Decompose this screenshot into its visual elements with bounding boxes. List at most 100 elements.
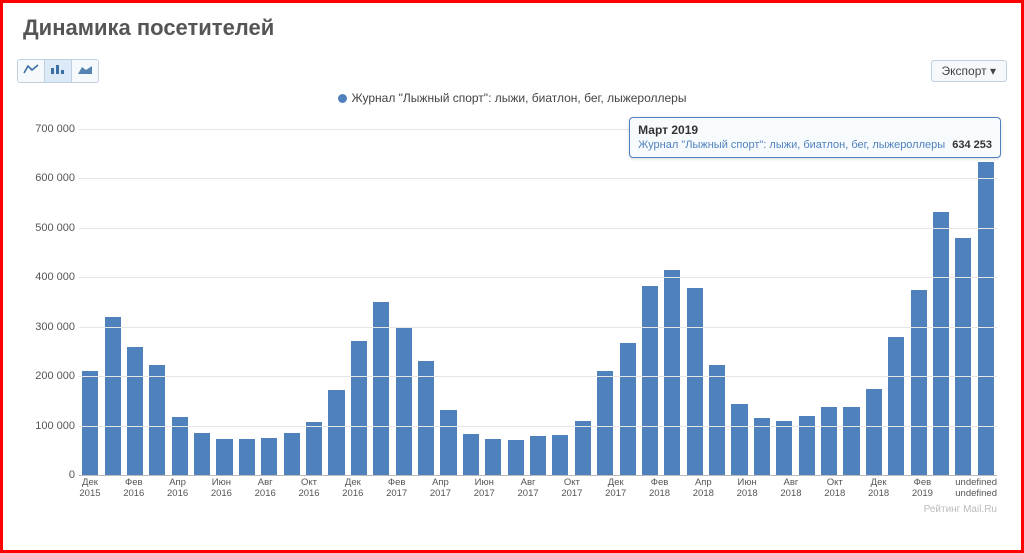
bar[interactable] bbox=[888, 337, 904, 475]
bar[interactable] bbox=[955, 238, 971, 475]
x-axis-label: Дек2015 bbox=[79, 477, 101, 499]
x-axis-label: Окт2018 bbox=[824, 477, 846, 499]
bar-slot bbox=[303, 129, 325, 475]
bar-slot bbox=[840, 129, 862, 475]
bar-slot bbox=[482, 129, 504, 475]
bar[interactable] bbox=[843, 407, 859, 475]
bar-slot bbox=[549, 129, 571, 475]
x-axis-label: undefinedundefined bbox=[955, 477, 997, 499]
bar-slot bbox=[370, 129, 392, 475]
x-axis-label: Июн2016 bbox=[210, 477, 232, 499]
bar[interactable] bbox=[687, 288, 703, 475]
bar-slot bbox=[124, 129, 146, 475]
x-axis-label bbox=[583, 477, 605, 499]
bar[interactable] bbox=[530, 436, 546, 475]
bar[interactable] bbox=[731, 404, 747, 475]
x-axis-label bbox=[189, 477, 211, 499]
bar[interactable] bbox=[440, 410, 456, 475]
bar[interactable] bbox=[933, 212, 949, 475]
bar[interactable] bbox=[194, 433, 210, 476]
bar[interactable] bbox=[463, 434, 479, 475]
bar-slot bbox=[392, 129, 414, 475]
export-button[interactable]: Экспорт ▾ bbox=[931, 60, 1007, 82]
bar-slot bbox=[258, 129, 280, 475]
x-axis-label: Авг2017 bbox=[517, 477, 539, 499]
gridline bbox=[79, 277, 997, 278]
line-icon bbox=[23, 62, 39, 80]
bar[interactable] bbox=[866, 389, 882, 476]
bar[interactable] bbox=[776, 421, 792, 475]
bar-slot bbox=[661, 129, 683, 475]
bar[interactable] bbox=[821, 407, 837, 475]
bar[interactable] bbox=[597, 371, 613, 475]
x-axis-label bbox=[758, 477, 780, 499]
legend-dot bbox=[338, 94, 347, 103]
bar[interactable] bbox=[127, 347, 143, 475]
bars-container bbox=[79, 129, 997, 475]
y-axis-label: 300 000 bbox=[21, 321, 75, 333]
bar[interactable] bbox=[105, 317, 121, 475]
bar[interactable] bbox=[216, 439, 232, 475]
tooltip: Март 2019 Журнал "Лыжный спорт": лыжи, б… bbox=[629, 117, 1001, 158]
chart-type-switch bbox=[17, 59, 99, 83]
bar[interactable] bbox=[508, 440, 524, 475]
tooltip-title: Март 2019 bbox=[638, 123, 992, 137]
bar-slot bbox=[460, 129, 482, 475]
bar[interactable] bbox=[82, 371, 98, 475]
bar[interactable] bbox=[664, 270, 680, 475]
bar[interactable] bbox=[485, 439, 501, 475]
bar[interactable] bbox=[575, 421, 591, 475]
bar[interactable] bbox=[239, 439, 255, 475]
bar-slot bbox=[728, 129, 750, 475]
y-axis-label: 500 000 bbox=[21, 222, 75, 234]
y-axis-label: 200 000 bbox=[21, 370, 75, 382]
legend-label: Журнал "Лыжный спорт": лыжи, биатлон, бе… bbox=[352, 91, 687, 105]
tooltip-value: 634 253 bbox=[952, 139, 992, 151]
x-axis-label bbox=[408, 477, 430, 499]
bar[interactable] bbox=[418, 361, 434, 475]
bar[interactable] bbox=[978, 162, 994, 476]
bar-slot bbox=[415, 129, 437, 475]
gridline bbox=[79, 426, 997, 427]
bar[interactable] bbox=[620, 343, 636, 475]
bar[interactable] bbox=[306, 422, 322, 475]
x-axis-label: Дек2018 bbox=[868, 477, 890, 499]
bar[interactable] bbox=[642, 286, 658, 475]
x-axis-label bbox=[495, 477, 517, 499]
x-axis-label bbox=[451, 477, 473, 499]
bar[interactable] bbox=[709, 365, 725, 475]
bar[interactable] bbox=[552, 435, 568, 475]
x-axis-label: Дек2016 bbox=[342, 477, 364, 499]
bar-slot bbox=[527, 129, 549, 475]
bar-slot bbox=[751, 129, 773, 475]
bar-slot bbox=[773, 129, 795, 475]
bar[interactable] bbox=[261, 438, 277, 475]
line-icon-button[interactable] bbox=[18, 60, 45, 82]
x-axis-label bbox=[802, 477, 824, 499]
x-axis-label: Фев2016 bbox=[123, 477, 145, 499]
bar[interactable] bbox=[754, 418, 770, 475]
bar-icon-button[interactable] bbox=[45, 60, 72, 82]
bar[interactable] bbox=[328, 390, 344, 476]
y-axis-label: 0 bbox=[21, 469, 75, 481]
bar[interactable] bbox=[396, 328, 412, 475]
x-axis-label bbox=[320, 477, 342, 499]
x-axis-label: Фев2019 bbox=[911, 477, 933, 499]
area-icon-button[interactable] bbox=[72, 60, 98, 82]
bar-slot bbox=[684, 129, 706, 475]
bar-slot bbox=[325, 129, 347, 475]
bar[interactable] bbox=[149, 365, 165, 475]
bar[interactable] bbox=[373, 302, 389, 475]
x-axis-label bbox=[714, 477, 736, 499]
bar[interactable] bbox=[351, 341, 367, 475]
x-axis-label bbox=[933, 477, 955, 499]
bar[interactable] bbox=[911, 290, 927, 475]
bar-slot bbox=[616, 129, 638, 475]
bar[interactable] bbox=[284, 433, 300, 475]
gridline bbox=[79, 327, 997, 328]
bar-slot bbox=[706, 129, 728, 475]
toolbar: Экспорт ▾ bbox=[17, 59, 1007, 83]
attribution: Рейтинг Mail.Ru bbox=[924, 504, 997, 515]
bar-slot bbox=[796, 129, 818, 475]
area-icon bbox=[77, 62, 93, 80]
